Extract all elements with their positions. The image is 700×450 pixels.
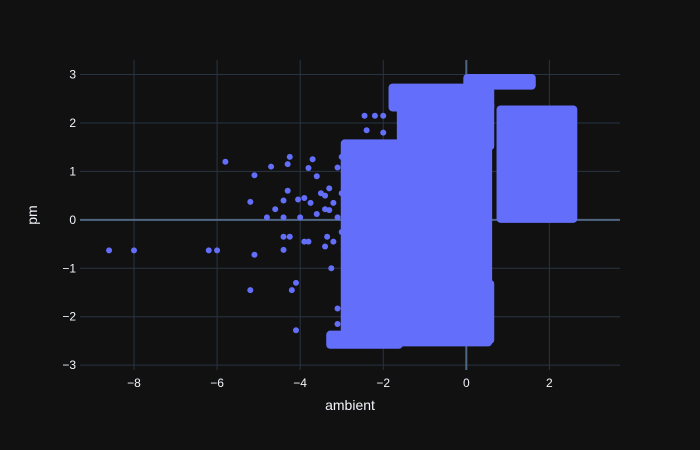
- scatter-point: [131, 247, 137, 254]
- x-tick-labels: −8 −6 −4 −2 0 2: [127, 376, 553, 390]
- scatter-point: [293, 279, 299, 286]
- x-tick-label: −4: [293, 376, 307, 390]
- scatter-point: [371, 112, 378, 119]
- scatter-point: [322, 192, 329, 199]
- data-points: [106, 73, 578, 349]
- y-tick-label: 3: [69, 68, 76, 82]
- scatter-point: [247, 198, 254, 205]
- scatter-point: [251, 251, 258, 258]
- dense-point-cloud: [326, 330, 403, 349]
- scatter-point: [330, 238, 337, 245]
- x-tick-label: 0: [463, 376, 470, 390]
- x-tick-label: −2: [376, 376, 390, 390]
- scatter-point: [309, 156, 316, 163]
- scatter-point: [280, 233, 287, 240]
- scatter-point: [324, 233, 331, 240]
- dense-point-cloud: [388, 83, 495, 112]
- scatter-point: [305, 238, 312, 245]
- scatter-point: [313, 211, 320, 218]
- x-axis-title: ambient: [325, 397, 375, 413]
- scatter-point: [284, 161, 291, 168]
- dense-point-cloud: [442, 279, 495, 344]
- scatter-point: [247, 287, 254, 294]
- y-tick-label: −2: [62, 310, 76, 324]
- scatter-point: [340, 246, 347, 253]
- scatter-point: [334, 164, 341, 171]
- scatter-point: [334, 320, 341, 327]
- scatter-point: [338, 153, 345, 160]
- scatter-point: [338, 190, 345, 197]
- y-axis-title: pm: [24, 205, 40, 224]
- scatter-point: [297, 214, 304, 221]
- scatter-point: [363, 127, 370, 134]
- scatter-point: [268, 163, 275, 170]
- dense-point-cloud: [496, 105, 578, 223]
- y-tick-label: −1: [62, 261, 76, 275]
- scatter-point: [205, 247, 212, 254]
- scatter-point: [263, 214, 270, 221]
- scatter-point: [322, 243, 329, 250]
- y-tick-label: 2: [69, 116, 76, 130]
- scatter-point: [380, 129, 387, 136]
- scatter-point: [330, 199, 337, 206]
- scatter-point: [106, 247, 113, 254]
- scatter-point: [280, 197, 287, 204]
- scatter-point: [293, 327, 299, 334]
- dense-point-cloud: [396, 100, 495, 151]
- scatter-point: [286, 153, 293, 160]
- scatter-point: [380, 112, 387, 119]
- scatter-point: [295, 196, 302, 203]
- scatter-point: [330, 335, 337, 342]
- scatter-point: [288, 287, 295, 294]
- y-tick-label: 0: [69, 213, 76, 227]
- scatter-point: [305, 165, 312, 172]
- scatter-point: [272, 206, 279, 213]
- scatter-point: [342, 149, 349, 156]
- scatter-point: [334, 214, 341, 221]
- y-tick-label: −3: [62, 358, 76, 372]
- scatter-point: [222, 158, 229, 165]
- dense-point-cloud: [463, 73, 536, 90]
- scatter-point: [284, 187, 291, 194]
- y-tick-label: 1: [69, 164, 76, 178]
- scatter-point: [251, 172, 258, 179]
- scatter-point: [326, 207, 333, 214]
- scatter-point: [361, 112, 368, 119]
- scatter-point: [301, 238, 308, 245]
- scatter-point: [326, 185, 333, 192]
- x-tick-label: 2: [546, 376, 553, 390]
- scatter-point: [313, 173, 320, 180]
- scatter-point: [342, 209, 349, 216]
- scatter-point: [286, 233, 293, 240]
- scatter-point: [328, 265, 335, 272]
- scatter-point: [214, 247, 221, 254]
- scatter-point: [280, 214, 287, 221]
- x-tick-label: −8: [127, 376, 141, 390]
- scatter-point: [338, 228, 345, 235]
- y-tick-labels: −3 −2 −1 0 1 2 3: [62, 68, 76, 373]
- scatter-point: [307, 199, 314, 206]
- scatter-point: [334, 305, 341, 312]
- scatter-point: [301, 195, 308, 202]
- scatter-point: [280, 246, 287, 253]
- scatter-point: [342, 287, 349, 294]
- x-tick-label: −6: [210, 376, 224, 390]
